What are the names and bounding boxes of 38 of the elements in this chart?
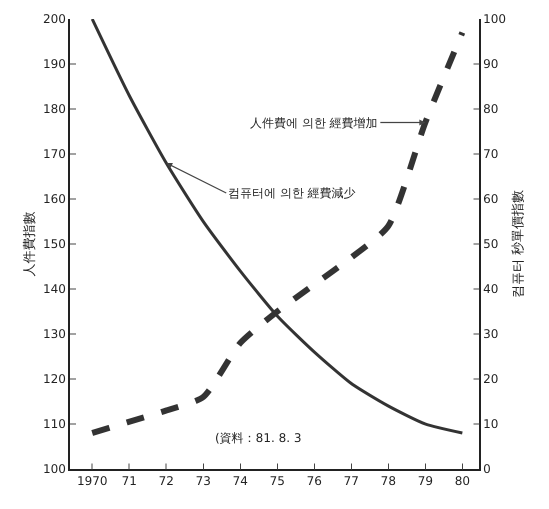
x-tick-label: 78 [380, 474, 396, 488]
y2-tick-label: 90 [483, 57, 498, 72]
y-axis-title: 人件費指數 [22, 212, 38, 276]
y2-tick-label: 50 [483, 237, 498, 252]
y2-tick-label: 60 [483, 192, 498, 206]
x-tick-label: 80 [454, 474, 470, 488]
y2-tick-label: 10 [483, 417, 498, 432]
y-tick-label: 140 [42, 282, 66, 296]
y2-tick-label: 80 [483, 102, 498, 116]
x-tick-label: 77 [344, 474, 359, 488]
annotation: 人件費에 의한 經費增加 [250, 116, 378, 130]
y-tick-label: 180 [42, 102, 66, 116]
y-tick-label: 160 [42, 192, 66, 206]
x-tick-label: 72 [158, 474, 174, 488]
y-tick-label: 110 [42, 417, 66, 432]
y2-tick-label: 0 [483, 462, 491, 476]
y2-tick-label: 70 [483, 147, 498, 162]
y-tick-label: 100 [42, 462, 66, 476]
y-tick-label: 120 [42, 372, 66, 386]
y2-tick-label: 100 [483, 12, 506, 26]
y-tick-label: 200 [42, 12, 66, 26]
x-tick-label: 1970 [76, 474, 108, 488]
y-tick-label: 150 [42, 237, 66, 252]
x-tick-label: 73 [196, 474, 211, 488]
annotation: (資料：81. 8. 3 [215, 431, 302, 445]
x-tick-label: 75 [270, 474, 285, 488]
x-tick-label: 71 [122, 474, 137, 488]
annotation: 컴퓨터에 의한 經費減少 [228, 186, 356, 200]
x-tick-label: 74 [232, 474, 248, 488]
x-tick-label: 76 [306, 474, 322, 488]
y-tick-label: 170 [42, 147, 66, 162]
y2-tick-label: 40 [483, 282, 498, 296]
y2-tick-label: 30 [483, 327, 498, 342]
y-tick-label: 130 [42, 327, 66, 342]
y2-axis-title: 컴퓨터 秒單價指數 [511, 190, 526, 298]
y-tick-label: 190 [42, 57, 66, 72]
x-tick-label: 79 [418, 474, 433, 488]
y2-tick-label: 20 [483, 372, 498, 386]
